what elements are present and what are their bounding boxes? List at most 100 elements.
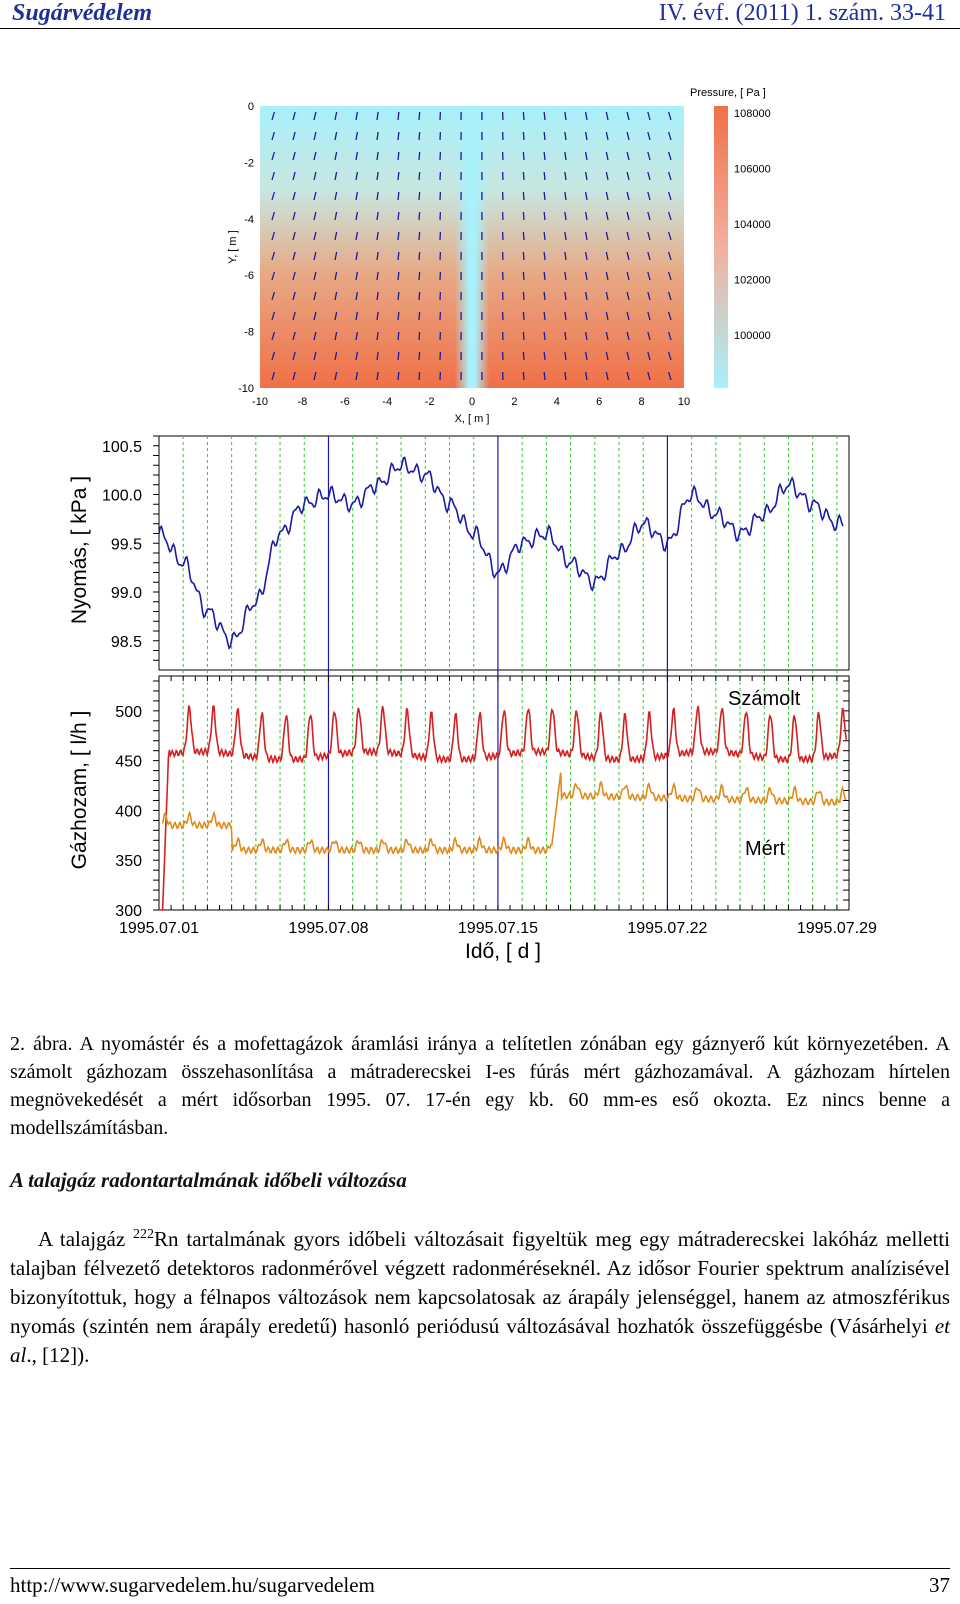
- flow-arrow: [418, 371, 421, 381]
- flow-arrow: [584, 231, 588, 241]
- flow-arrow: [313, 251, 317, 261]
- pressure-tick-label: 99.0: [111, 585, 142, 602]
- flow-arrow: [397, 171, 400, 181]
- flow-arrow: [667, 191, 672, 201]
- flow-arrow: [376, 311, 379, 321]
- journal-name: Sugárvédelem: [12, 0, 152, 26]
- flow-arrow: [376, 271, 379, 281]
- flow-arrow: [626, 151, 630, 161]
- flow-arrow: [667, 331, 672, 341]
- flow-arrow: [334, 151, 338, 161]
- flow-arrow: [334, 131, 338, 141]
- flow-arrow: [605, 271, 609, 281]
- date-tick-label: 1995.07.29: [797, 920, 877, 937]
- flow-arrow: [564, 331, 567, 341]
- flow-arrow: [292, 331, 296, 341]
- flow-arrow: [667, 311, 672, 321]
- flow-arrow: [313, 191, 317, 201]
- flow-arrow: [543, 191, 546, 201]
- flow-arrow: [355, 291, 359, 301]
- flow-arrow: [313, 211, 317, 221]
- caption-text: A nyomástér és a mofettagázok áramlási i…: [10, 1033, 950, 1139]
- flow-arrow: [397, 251, 400, 261]
- heatmap-x-tick-label: 0: [469, 396, 475, 408]
- flow-tick-label: 350: [115, 853, 142, 870]
- flow-arrow: [564, 151, 567, 161]
- flow-arrow: [522, 191, 525, 201]
- isotope-superscript: 222: [133, 1227, 155, 1242]
- flow-arrow: [626, 231, 630, 241]
- flow-arrow: [334, 251, 338, 261]
- flow-arrow: [292, 191, 296, 201]
- flow-arrow: [626, 191, 630, 201]
- flow-arrow: [584, 111, 588, 121]
- flow-arrow: [313, 131, 317, 141]
- flow-arrow: [355, 111, 359, 121]
- flow-arrow: [626, 351, 630, 361]
- flow-arrow: [355, 211, 359, 221]
- flow-arrow: [418, 171, 421, 181]
- flow-arrow: [605, 311, 609, 321]
- flow-arrow: [355, 131, 359, 141]
- flow-arrow: [605, 151, 609, 161]
- footer-url[interactable]: http://www.sugarvedelem.hu/sugarvedelem: [10, 1573, 375, 1597]
- flow-arrow: [334, 311, 338, 321]
- flow-arrow: [647, 171, 651, 181]
- flow-arrow: [647, 331, 651, 341]
- day-gridlines: [182, 436, 838, 910]
- flow-arrow: [605, 171, 609, 181]
- flow-arrow: [543, 251, 546, 261]
- flow-arrow: [313, 111, 317, 121]
- colorbar-ticks: 108000 106000 104000 102000 100000: [734, 108, 771, 342]
- flow-arrow: [626, 111, 630, 121]
- flow-arrow: [564, 311, 567, 321]
- flow-arrow: [271, 331, 276, 341]
- flow-arrow: [522, 211, 525, 221]
- flow-arrow: [605, 371, 609, 381]
- flow-arrow: [355, 251, 359, 261]
- flow-arrow: [564, 271, 567, 281]
- pressure-ylabel: Nyomás, [ kPa ]: [68, 476, 91, 624]
- series-szamolt-line: [159, 705, 848, 911]
- flow-arrow: [271, 131, 276, 141]
- axis-ticks: [153, 435, 850, 911]
- flow-arrow: [564, 231, 567, 241]
- flow-arrow: [313, 331, 317, 341]
- flow-arrow: [334, 331, 338, 341]
- flow-arrow: [522, 331, 525, 341]
- section-title: A talajgáz radontartalmának időbeli vált…: [10, 1168, 407, 1192]
- flow-arrow: [667, 291, 672, 301]
- flow-arrow: [397, 191, 400, 201]
- flow-arrow: [355, 151, 359, 161]
- flow-arrow: [584, 211, 588, 221]
- flow-arrow: [667, 251, 672, 261]
- flow-arrow: [647, 111, 651, 121]
- flow-arrow: [564, 111, 567, 121]
- flow-arrow: [647, 351, 651, 361]
- pressure-tick-label: 100.5: [102, 439, 142, 456]
- issue-info: IV. évf. (2011) 1. szám. 33-41: [658, 0, 946, 26]
- flow-arrow: [564, 171, 567, 181]
- flow-arrow: [667, 151, 672, 161]
- flow-arrow: [522, 271, 525, 281]
- flow-arrow: [626, 211, 630, 221]
- flow-arrow: [626, 171, 630, 181]
- heatmap-x-tick-label: -8: [298, 396, 308, 408]
- heatmap-x-tick-label: 6: [596, 396, 602, 408]
- flow-arrow: [647, 151, 651, 161]
- heatmap-x-tick-label: 4: [554, 396, 560, 408]
- pressure-tick-label: 100.0: [102, 488, 142, 505]
- flow-arrow: [564, 251, 567, 261]
- flow-arrow: [397, 131, 400, 141]
- paragraph-start: A talajgáz: [38, 1227, 134, 1251]
- series-label-mert: Mért: [745, 838, 785, 860]
- flow-arrow: [605, 191, 609, 201]
- flow-arrow: [292, 311, 296, 321]
- et-al: et al: [10, 1314, 950, 1367]
- flow-arrow: [292, 131, 296, 141]
- flow-arrow: [564, 371, 567, 381]
- flow-arrow: [271, 151, 276, 161]
- flow-arrow: [397, 351, 400, 361]
- date-tick-label: 1995.07.08: [288, 920, 368, 937]
- page-footer: http://www.sugarvedelem.hu/sugarvedelem …: [10, 1568, 950, 1598]
